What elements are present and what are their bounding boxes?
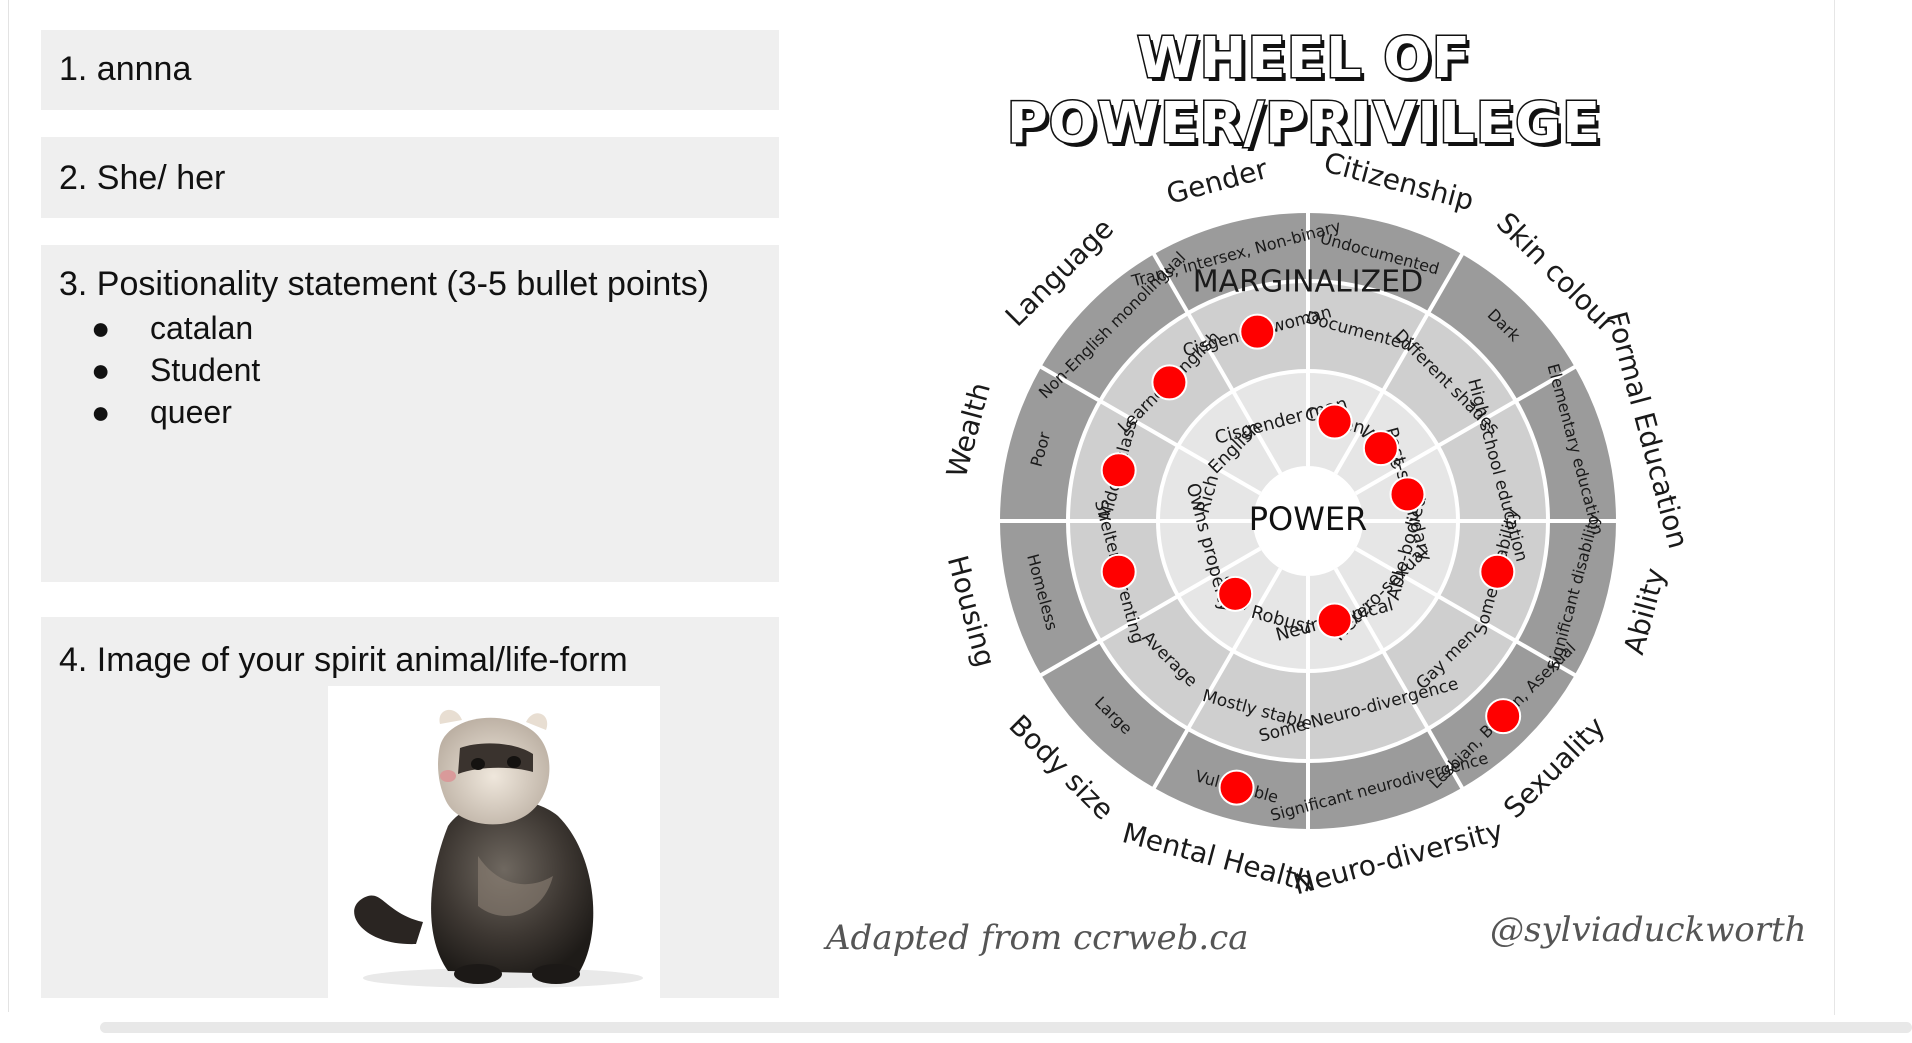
power-center: [1253, 466, 1363, 576]
spoke-line: [1354, 364, 1578, 496]
spoke-line: [1333, 251, 1465, 475]
selection-marker[interactable]: [1100, 553, 1137, 590]
panel-edge: [1834, 0, 1912, 1015]
credit-source: Adapted from ccrweb.ca: [826, 918, 1249, 958]
category-label: Ability: [1617, 565, 1672, 658]
power-label: POWER: [1249, 500, 1368, 538]
category-label: Citizenship: [1320, 146, 1477, 218]
marginalized-label: MARGINALIZED: [1193, 265, 1423, 300]
selection-marker[interactable]: [1316, 403, 1353, 440]
selection-marker[interactable]: [1151, 364, 1188, 401]
spirit-animal-card[interactable]: 4. Image of your spirit animal/life-form: [41, 617, 779, 998]
spoke-line: [1333, 567, 1465, 791]
spoke-line: [1354, 546, 1578, 678]
bullet-icon: ●: [91, 352, 111, 388]
selection-marker[interactable]: [1389, 476, 1426, 513]
list-item: ● queer: [59, 391, 761, 433]
selection-marker[interactable]: [1485, 698, 1522, 735]
spoke-line: [1151, 251, 1283, 475]
wheel-rings: [996, 209, 1620, 833]
selection-marker[interactable]: [1218, 769, 1255, 806]
pronouns-card[interactable]: 2. She/ her: [41, 137, 779, 218]
category-label: Gender: [1163, 152, 1272, 211]
selection-marker[interactable]: [1100, 452, 1137, 489]
list-item: ● catalan: [59, 307, 761, 349]
spoke-line: [1038, 364, 1262, 496]
spoke-line: [1038, 546, 1262, 678]
name-card[interactable]: 1. annna: [41, 30, 779, 110]
selection-marker[interactable]: [1362, 430, 1399, 467]
spoke-line: [1151, 567, 1283, 791]
page-left-rule: [8, 0, 9, 1012]
bullet-icon: ●: [91, 310, 111, 346]
positionality-card[interactable]: 3. Positionality statement (3-5 bullet p…: [41, 245, 779, 582]
spirit-animal-heading: 4. Image of your spirit animal/life-form: [59, 641, 628, 679]
wheel-spokes: [998, 211, 1618, 831]
selection-marker[interactable]: [1217, 575, 1254, 612]
positionality-list: ● catalan ● Student ● queer: [59, 307, 761, 433]
selection-marker[interactable]: [1239, 313, 1276, 350]
ferret-illustration: [354, 709, 643, 988]
name-text: 1. annna: [59, 50, 192, 88]
ferret-image[interactable]: [328, 686, 660, 998]
positionality-heading: 3. Positionality statement (3-5 bullet p…: [59, 265, 710, 303]
wheel-of-power: CitizenshipUndocumentedDocumentedCitizen…: [940, 146, 1695, 902]
category-label: Wealth: [940, 379, 997, 481]
horizontal-scrollbar[interactable]: [100, 1022, 1912, 1033]
bullet-icon: ●: [91, 394, 111, 430]
list-item: ● Student: [59, 349, 761, 391]
wheel-title: WHEEL OF POWER/PRIVILEGE: [1005, 25, 1602, 158]
wheel-markers: [1100, 313, 1522, 806]
pronouns-text: 2. She/ her: [59, 159, 226, 197]
credit-author: @sylviaduckworth: [1490, 910, 1807, 950]
category-label: Housing: [941, 552, 1002, 670]
selection-marker[interactable]: [1316, 602, 1353, 639]
selection-marker[interactable]: [1479, 553, 1516, 590]
